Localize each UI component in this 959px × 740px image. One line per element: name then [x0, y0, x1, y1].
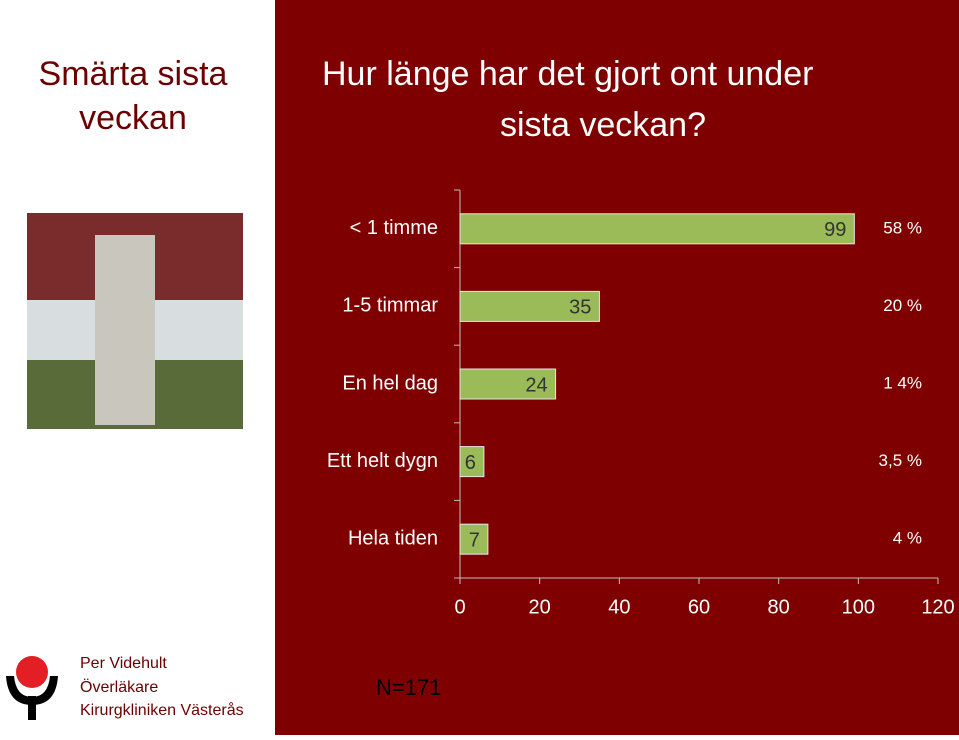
y-tick-label: En hel dag: [342, 372, 438, 394]
photo: [27, 213, 243, 429]
x-tick-label: 0: [454, 596, 465, 618]
x-tick-label: 80: [768, 596, 790, 618]
red-panel: [275, 0, 959, 735]
logo: [6, 656, 58, 720]
y-tick-label: Hela tiden: [348, 527, 438, 549]
bar: [459, 446, 485, 478]
x-tick-label: 40: [608, 596, 630, 618]
value-label: 99: [824, 219, 846, 241]
chart-title: Hur länge har det gjort ont under: [322, 55, 813, 93]
value-label: 7: [469, 529, 480, 551]
sample-size: N=171: [376, 675, 441, 700]
percent-label: 20 %: [883, 296, 922, 315]
percent-label: 58 %: [883, 218, 922, 237]
value-label: 24: [525, 374, 547, 396]
heading: Smärta sista: [39, 55, 228, 93]
bar: [459, 368, 557, 400]
heading: veckan: [79, 99, 187, 137]
footer-text: Kirurgkliniken Västerås: [80, 701, 244, 719]
percent-label: 4 %: [893, 529, 922, 548]
y-tick-label: 1-5 timmar: [342, 295, 438, 317]
percent-label: 3,5 %: [879, 451, 922, 470]
x-tick-label: 100: [842, 596, 875, 618]
y-tick-label: Ett helt dygn: [327, 450, 438, 472]
value-label: 6: [465, 452, 476, 474]
value-label: 35: [569, 297, 591, 319]
chart-title: sista veckan?: [500, 106, 706, 144]
footer-text: Per Videhult: [80, 655, 167, 672]
y-tick-label: < 1 timme: [350, 217, 438, 239]
percent-label: 1 4%: [883, 373, 922, 392]
bar: [459, 213, 855, 245]
bar: [459, 290, 600, 322]
footer-text: Överläkare: [80, 678, 158, 696]
x-tick-label: 20: [529, 596, 551, 618]
x-tick-label: 60: [688, 596, 710, 618]
x-tick-label: 120: [921, 596, 954, 618]
bar: [459, 523, 489, 555]
